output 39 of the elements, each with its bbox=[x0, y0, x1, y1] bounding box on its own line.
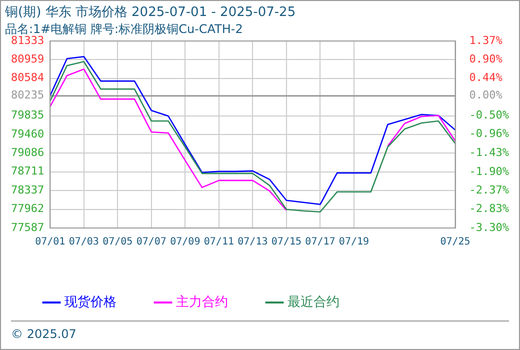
x-tick-label: 07/11 bbox=[204, 236, 234, 248]
text: © 2025.07 bbox=[11, 327, 76, 342]
y2-tick-label: -2.37% bbox=[469, 184, 510, 197]
y-tick-label: 80959 bbox=[10, 52, 44, 66]
x-tick-label: 07/25 bbox=[440, 236, 470, 248]
legend-label: 最近合约 bbox=[288, 294, 340, 310]
y-tick-label: 77587 bbox=[10, 220, 44, 234]
x-tick-label: 07/07 bbox=[136, 236, 166, 248]
legend-label: 现货价格 bbox=[64, 294, 116, 310]
y2-tick-label: -2.83% bbox=[469, 202, 510, 216]
x-tick-label: 07/13 bbox=[238, 236, 268, 248]
x-tick-label: 07/01 bbox=[35, 236, 66, 248]
y-tick-label: 79086 bbox=[10, 146, 44, 160]
x-tick-label: 07/19 bbox=[338, 236, 370, 248]
x-tick-label: 07/17 bbox=[305, 236, 336, 248]
y-tick-label: 80584 bbox=[10, 71, 44, 84]
chart-subtitle: 品名:1#电解铜 牌号:标准阴极铜Cu-CATH-2 bbox=[5, 22, 243, 36]
x-tick-label: 07/03 bbox=[68, 236, 99, 248]
y-tick-label: 78711 bbox=[10, 164, 44, 178]
y-tick-label: 79460 bbox=[10, 127, 44, 140]
y2-tick-label: -1.43% bbox=[469, 146, 510, 159]
y-tick-label: 79835 bbox=[10, 108, 44, 122]
y2-tick-label: -1.90% bbox=[469, 164, 510, 178]
y-tick-label: 80235 bbox=[10, 88, 44, 102]
y2-tick-label: 0.90% bbox=[469, 52, 503, 66]
legend-label: 主力合约 bbox=[176, 294, 228, 310]
y2-tick-label: -0.50% bbox=[469, 108, 510, 122]
y2-tick-label: 0.00% bbox=[469, 88, 503, 102]
y2-tick-label: 1.37% bbox=[469, 34, 503, 47]
chart-title: 铜(期) 华东 市场价格 2025-07-01 - 2025-07-25 bbox=[4, 5, 296, 20]
y2-tick-label: -3.30% bbox=[469, 220, 510, 234]
y-tick-label: 81333 bbox=[10, 34, 44, 47]
y-tick-label: 78337 bbox=[10, 183, 44, 196]
x-tick-label: 07/09 bbox=[170, 236, 200, 248]
x-tick-label: 07/15 bbox=[271, 236, 302, 248]
y2-tick-label: -0.96% bbox=[469, 127, 510, 140]
y2-tick-label: 0.44% bbox=[469, 71, 503, 84]
y-tick-label: 77962 bbox=[10, 202, 44, 216]
x-tick-label: 07/05 bbox=[102, 236, 133, 248]
